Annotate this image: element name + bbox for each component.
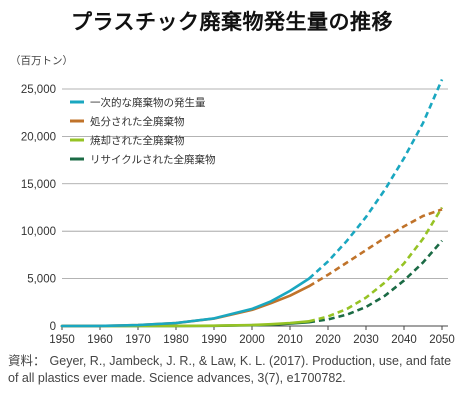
x-tick-label: 1970 xyxy=(125,334,151,346)
source-label: 資料： xyxy=(8,354,46,368)
series-line-projected xyxy=(308,208,443,288)
x-tick-label: 2040 xyxy=(391,334,417,346)
x-tick-label: 1960 xyxy=(87,334,113,346)
y-tick-label: 20,000 xyxy=(21,131,56,143)
source-citation: Geyer, R., Jambeck, J. R., & Law, K. L. … xyxy=(8,354,452,385)
x-tick-label: 2010 xyxy=(277,334,303,346)
legend-label: 処分された全廃棄物 xyxy=(90,115,185,128)
series-line-historical xyxy=(60,284,311,328)
legend-label: 一次的な廃棄物の発生量 xyxy=(90,96,206,109)
x-tick-label: 2050 xyxy=(429,334,455,346)
legend-label: リサイクルされた全廃棄物 xyxy=(90,153,215,166)
source-note: 資料： Geyer, R., Jambeck, J. R., & Law, K. … xyxy=(8,353,460,387)
series-line-projected xyxy=(308,206,444,323)
y-tick-label: 15,000 xyxy=(21,179,56,191)
x-tick-label: 2020 xyxy=(315,334,341,346)
series-line-historical xyxy=(60,277,311,328)
x-tick-label: 1990 xyxy=(201,334,227,346)
y-tick-label: 5,000 xyxy=(27,274,56,286)
x-tick-label: 2030 xyxy=(353,334,379,346)
x-tick-label: 2000 xyxy=(239,334,265,346)
legend-label: 焼却された全廃棄物 xyxy=(90,134,185,147)
y-tick-label: 25,000 xyxy=(21,84,56,96)
series-line-projected xyxy=(308,239,443,324)
series-line-projected xyxy=(308,78,444,280)
x-tick-label: 1950 xyxy=(49,334,75,346)
y-tick-label: 0 xyxy=(50,321,56,333)
chart-title: プラスチック廃棄物発生量の推移 xyxy=(70,10,394,34)
x-tick-label: 1980 xyxy=(163,334,189,346)
y-tick-label: 10,000 xyxy=(21,226,56,238)
y-axis-unit-label: （百万トン） xyxy=(10,55,73,67)
